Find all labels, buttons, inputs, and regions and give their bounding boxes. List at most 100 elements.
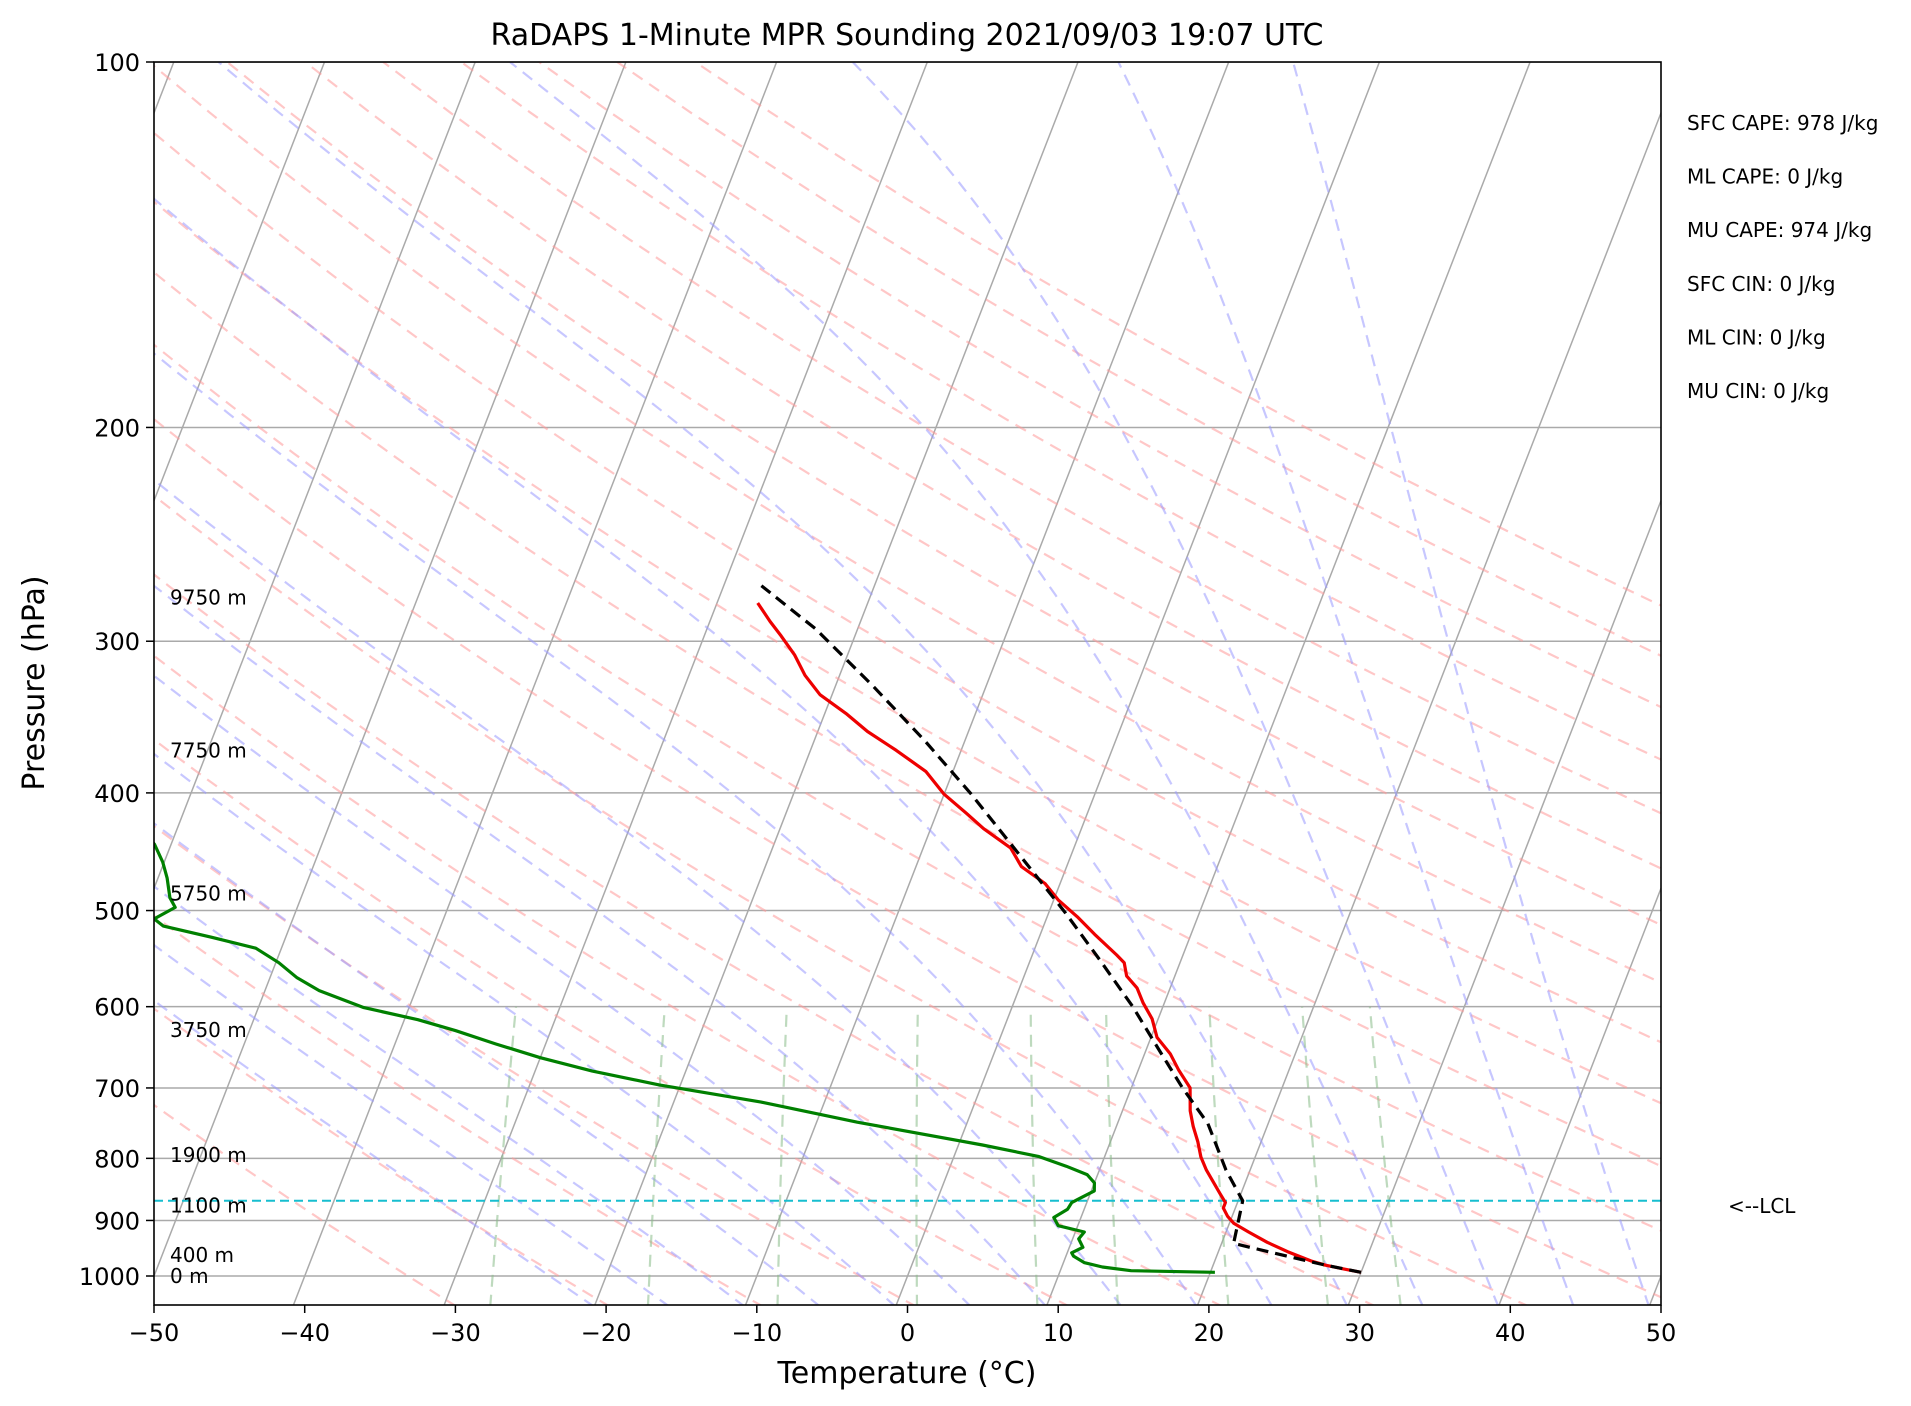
stability-index-label: MU CAPE: 974 J/kg	[1687, 218, 1872, 242]
x-tick-label: 50	[1646, 1319, 1677, 1347]
mixing-ratio-line	[1368, 1006, 1402, 1305]
y-tick-label: 800	[94, 1145, 140, 1173]
y-tick-label: 700	[94, 1075, 140, 1103]
dewpoint-profile	[154, 841, 1215, 1274]
y-axis-ticks: 100 200 300 400 500 600 700 800 900 1000	[79, 49, 154, 1291]
moist-adiabat-line	[154, 478, 1122, 1305]
height-label: 1900 m	[170, 1143, 247, 1167]
plot-area	[154, 62, 1661, 1305]
dry-adiabat-line	[154, 417, 1661, 1299]
chart-title: RaDAPS 1-Minute MPR Sounding 2021/09/03 …	[491, 18, 1324, 53]
x-tick-label: −40	[279, 1319, 330, 1347]
x-tick-label: 0	[900, 1319, 915, 1347]
y-tick-label: 900	[94, 1207, 140, 1235]
mixing-ratio-line	[1029, 1006, 1039, 1305]
y-tick-label: 1000	[79, 1263, 140, 1291]
isotherm-line	[292, 62, 778, 1305]
mixing-ratio-line	[1301, 1006, 1330, 1305]
moist-adiabat-line	[154, 584, 1047, 1305]
height-label: 7750 m	[170, 738, 247, 762]
dry-adiabat-line	[154, 131, 1661, 1044]
mixing-ratio-line	[1208, 1006, 1230, 1305]
y-tick-label: 400	[94, 780, 140, 808]
y-tick-label: 100	[94, 49, 140, 77]
height-label: 3750 m	[170, 1018, 247, 1042]
moist-adiabat-line	[154, 821, 820, 1305]
height-label: 9750 m	[170, 585, 247, 609]
dry-adiabat-line	[154, 494, 1529, 1305]
isotherm-line	[744, 62, 1230, 1305]
dry-adiabat-line	[154, 573, 1376, 1305]
x-tick-label: −30	[430, 1319, 481, 1347]
lcl-label: <--LCL	[1728, 1194, 1796, 1218]
mixing-ratio-line	[915, 1006, 919, 1305]
stability-index-label: ML CAPE: 0 J/kg	[1687, 165, 1843, 189]
height-label: 0 m	[170, 1264, 209, 1288]
moist-adiabat-line	[217, 62, 1349, 1305]
dry-adiabat-line	[154, 270, 1661, 1168]
moist-adiabat-line	[154, 352, 1198, 1305]
isotherm-line	[594, 62, 1079, 1305]
stability-index-label: MU CIN: 0 J/kg	[1687, 379, 1829, 403]
isotherm-line	[154, 62, 326, 503]
dry-adiabat-line	[154, 343, 1661, 1232]
dry-adiabat-line	[154, 1007, 610, 1305]
moist-adiabat-line	[154, 674, 971, 1305]
y-tick-label: 500	[94, 898, 140, 926]
isotherm-line	[154, 62, 477, 891]
dry-adiabat-line	[154, 914, 763, 1305]
y-tick-label: 600	[94, 994, 140, 1022]
height-label: 400 m	[170, 1243, 234, 1267]
x-axis-ticks: −50 −40 −30 −20 −10 0 10 20 30 40 50	[129, 1305, 1677, 1347]
isotherm-line	[1347, 498, 1661, 1305]
moist-adiabat-line	[154, 885, 745, 1305]
isotherm-line	[1046, 62, 1531, 1305]
dry-adiabat-line	[538, 62, 1661, 709]
sounding-profiles	[154, 584, 1362, 1274]
stability-indices: SFC CAPE: 978 J/kg ML CAPE: 0 J/kg MU CAPE…	[1687, 111, 1878, 403]
isotherm-line	[1196, 110, 1661, 1305]
moist-adiabat-line	[851, 62, 1499, 1305]
y-tick-label: 200	[94, 414, 140, 442]
dry-adiabat-line	[460, 62, 1661, 761]
dry-adiabat-line	[226, 62, 1661, 927]
moist-adiabat-line	[154, 752, 896, 1305]
x-tick-label: 40	[1495, 1319, 1526, 1347]
mixing-ratio-line	[489, 1006, 518, 1305]
stability-index-label: SFC CIN: 0 J/kg	[1687, 272, 1835, 296]
mixing-ratio-line	[1104, 1006, 1119, 1305]
moist-adiabat-line	[154, 943, 670, 1305]
y-axis-label: Pressure (hPa)	[17, 575, 52, 790]
parcel-path-profile	[760, 584, 1362, 1274]
mixing-ratio-lines	[489, 1006, 1402, 1305]
moist-adiabat-line	[1117, 62, 1575, 1305]
dry-adiabat-lines	[154, 62, 1661, 1305]
isotherm-line	[895, 62, 1381, 1305]
height-label: 5750 m	[170, 881, 247, 905]
x-tick-label: 20	[1194, 1319, 1225, 1347]
stability-index-label: SFC CAPE: 978 J/kg	[1687, 111, 1878, 135]
height-label: 1100 m	[170, 1194, 247, 1218]
x-tick-label: 10	[1043, 1319, 1074, 1347]
moist-adiabat-line	[1292, 62, 1650, 1305]
x-tick-label: −20	[581, 1319, 632, 1347]
x-axis-label: Temperature (°C)	[777, 1356, 1037, 1391]
dry-adiabat-line	[304, 62, 1661, 870]
dry-adiabat-line	[154, 738, 1069, 1305]
isotherm-lines	[154, 62, 1661, 1305]
height-labels: 9750 m 7750 m 5750 m 3750 m 1900 m 1100 m 400 …	[170, 585, 247, 1288]
x-tick-label: −10	[731, 1319, 782, 1347]
mixing-ratio-line	[776, 1006, 788, 1305]
x-tick-label: 30	[1344, 1319, 1375, 1347]
dry-adiabat-line	[154, 200, 1661, 1105]
x-tick-label: −50	[129, 1319, 180, 1347]
isotherm-line	[443, 62, 929, 1305]
temperature-profile	[756, 602, 1362, 1274]
dry-adiabat-line	[694, 62, 1661, 607]
stability-index-label: ML CIN: 0 J/kg	[1687, 325, 1826, 349]
mixing-ratio-line	[646, 1006, 666, 1305]
y-tick-label: 300	[94, 628, 140, 656]
moist-adiabat-line	[509, 62, 1424, 1305]
